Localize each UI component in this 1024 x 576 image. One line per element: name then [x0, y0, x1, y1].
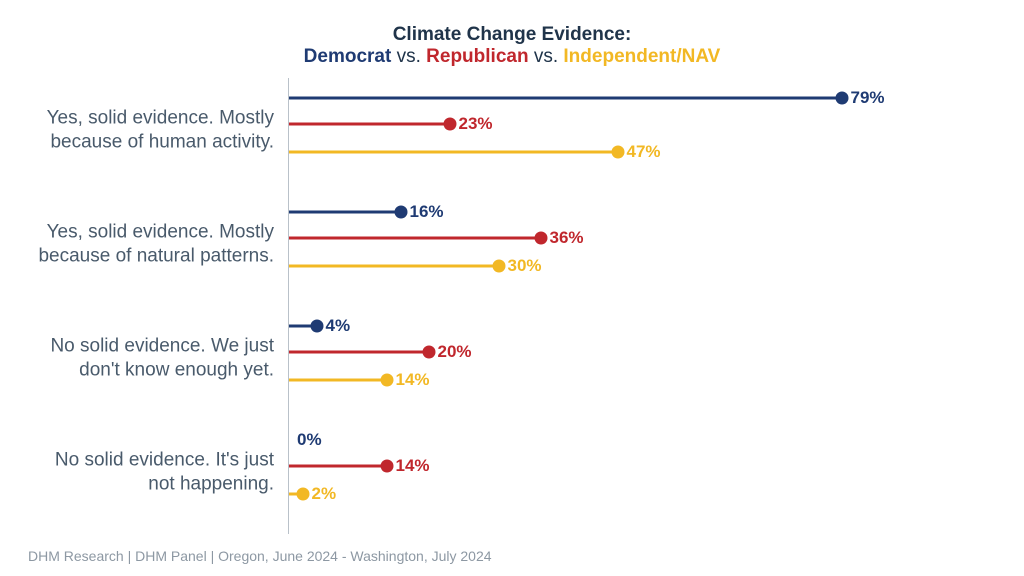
title-line-1: Climate Change Evidence: [28, 24, 996, 46]
lollipop-line [289, 465, 387, 468]
lollipop-dot [535, 232, 548, 245]
value-label: 23% [459, 114, 493, 134]
category-plot-group: 16% 36% 30% [289, 192, 996, 296]
category-labels-column: Yes, solid evidence. Mostly because of h… [28, 78, 288, 534]
category-label: Yes, solid evidence. Mostly because of n… [28, 220, 288, 268]
value-label: 47% [627, 142, 661, 162]
lollipop-line [289, 237, 541, 240]
value-label: 30% [508, 256, 542, 276]
category-plot-group: 4% 20% 14% [289, 306, 996, 410]
footer-source: DHM Research | DHM Panel | Oregon, June … [28, 548, 492, 564]
title-vs-1: vs. [391, 46, 426, 67]
lollipop-line [289, 265, 499, 268]
lollipop-line [289, 379, 387, 382]
lollipop-dot [836, 92, 849, 105]
value-label: 36% [550, 228, 584, 248]
title-vs-2: vs. [529, 46, 564, 67]
lollipop-chart: Yes, solid evidence. Mostly because of h… [28, 78, 996, 534]
value-label: 16% [410, 202, 444, 222]
page: Climate Change Evidence: Democrat vs. Re… [0, 0, 1024, 576]
title-independent: Independent/NAV [563, 46, 720, 67]
lollipop-dot [493, 260, 506, 273]
lollipop-dot [395, 206, 408, 219]
category-label: No solid evidence. It's just not happeni… [28, 448, 288, 496]
lollipop-dot [311, 320, 324, 333]
category-plot-group: 79% 23% 47% [289, 78, 996, 182]
lollipop-dot [381, 374, 394, 387]
value-label: 79% [851, 88, 885, 108]
value-label: 20% [438, 342, 472, 362]
plot-area: 79% 23% 47% 16% 36% 30% 4% 20% 14% 0% 14% 2% [288, 78, 996, 534]
lollipop-line [289, 151, 618, 154]
category-label-group: Yes, solid evidence. Mostly because of n… [28, 192, 288, 296]
lollipop-dot [612, 146, 625, 159]
category-label: Yes, solid evidence. Mostly because of h… [28, 106, 288, 154]
category-label-group: No solid evidence. We just don't know en… [28, 306, 288, 410]
category-label-group: No solid evidence. It's just not happeni… [28, 420, 288, 524]
lollipop-dot [423, 346, 436, 359]
lollipop-line [289, 351, 429, 354]
category-label-group: Yes, solid evidence. Mostly because of h… [28, 78, 288, 182]
lollipop-line [289, 211, 401, 214]
value-label: 0% [297, 430, 322, 450]
lollipop-dot [297, 488, 310, 501]
title-democrat: Democrat [304, 46, 392, 67]
value-label: 14% [396, 370, 430, 390]
value-label: 2% [312, 484, 337, 504]
lollipop-dot [381, 460, 394, 473]
title-republican: Republican [426, 46, 528, 67]
category-label: No solid evidence. We just don't know en… [28, 334, 288, 382]
lollipop-dot [444, 118, 457, 131]
value-label: 14% [396, 456, 430, 476]
category-plot-group: 0% 14% 2% [289, 420, 996, 524]
title-line-2: Democrat vs. Republican vs. Independent/… [28, 46, 996, 68]
chart-title: Climate Change Evidence: Democrat vs. Re… [28, 24, 996, 68]
lollipop-line [289, 123, 450, 126]
value-label: 4% [326, 316, 351, 336]
lollipop-line [289, 97, 842, 100]
